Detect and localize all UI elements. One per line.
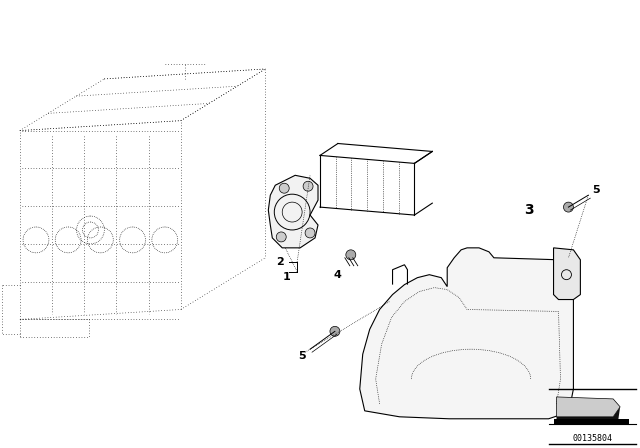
Circle shape xyxy=(563,202,573,212)
Polygon shape xyxy=(557,397,620,417)
Circle shape xyxy=(276,232,286,242)
Polygon shape xyxy=(557,407,620,421)
Text: 1: 1 xyxy=(282,271,290,282)
Text: 2: 2 xyxy=(276,257,284,267)
Text: 5: 5 xyxy=(298,351,306,361)
Circle shape xyxy=(330,326,340,336)
Text: 3: 3 xyxy=(524,203,534,217)
Polygon shape xyxy=(360,248,573,419)
Circle shape xyxy=(279,183,289,193)
Circle shape xyxy=(303,181,313,191)
Polygon shape xyxy=(554,248,580,300)
Circle shape xyxy=(346,250,356,260)
Bar xyxy=(554,419,629,424)
Text: 00135804: 00135804 xyxy=(572,434,612,443)
Text: 4: 4 xyxy=(334,270,342,280)
Text: 5: 5 xyxy=(593,185,600,195)
Circle shape xyxy=(305,228,315,238)
Polygon shape xyxy=(268,175,318,248)
